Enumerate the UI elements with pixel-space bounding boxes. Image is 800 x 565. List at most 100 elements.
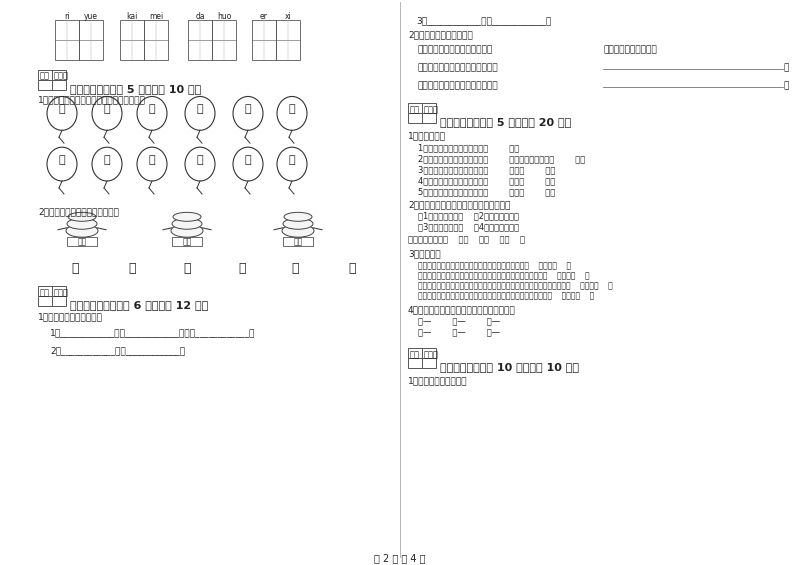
Text: 评卷人: 评卷人 [54,72,69,81]
Text: 枝: 枝 [289,105,295,114]
Text: 2．我会照样子改写句子。: 2．我会照样子改写句子。 [408,30,473,39]
Ellipse shape [137,147,167,181]
Text: 四、连一连（每题 5 分，共计 10 分）: 四、连一连（每题 5 分，共计 10 分） [70,84,202,94]
Text: 3．又大又红相对的词语是又（        ）又（        ）。: 3．又大又红相对的词语是又（ ）又（ ）。 [418,165,555,174]
Text: 有妈妈精精神，只盼月下圆，为大家学习好，有时幸运出乐意，    谜底是（    ）: 有妈妈精精神，只盼月下圆，为大家学习好，有时幸运出乐意， 谜底是（ ） [418,272,590,280]
Text: 。: 。 [783,81,788,90]
Ellipse shape [233,147,263,181]
Ellipse shape [66,224,98,237]
Text: 4．你能写出与下列字词意思相反之词语吗？: 4．你能写出与下列字词意思相反之词语吗？ [408,305,516,314]
Ellipse shape [185,97,215,131]
Text: 2．我会给下面四句诗排列出正确的顺序。: 2．我会给下面四句诗排列出正确的顺序。 [408,200,510,209]
Text: 1．阅读一下，做一做。: 1．阅读一下，做一做。 [408,376,467,385]
Text: 五、补充句子（每题 6 分，共计 12 分）: 五、补充句子（每题 6 分，共计 12 分） [70,301,208,310]
Text: 正确的顺序是：（    ）（    ）（    ）（    ）: 正确的顺序是：（ ）（ ）（ ）（ ） [408,236,525,245]
Text: 田: 田 [149,105,155,114]
Ellipse shape [284,212,312,221]
Text: 。: 。 [783,64,788,73]
Text: 友: 友 [197,155,203,165]
Ellipse shape [233,97,263,131]
Bar [120,20,144,60]
Text: 第 2 页 共 4 页: 第 2 页 共 4 页 [374,553,426,563]
Text: 2．又大又红，写颜色的字是（        ）；写形状的起是（        ）。: 2．又大又红，写颜色的字是（ ）；写形状的起是（ ）。 [418,154,586,163]
Ellipse shape [92,97,122,131]
Text: 四川地震把很多人的生命抢走了。: 四川地震把很多人的生命抢走了。 [418,64,498,73]
Text: 六、综合题（每题 5 分，共计 20 分）: 六、综合题（每题 5 分，共计 20 分） [440,118,571,127]
Text: 5．又大又多相对的词语是又（        ）又（        ）。: 5．又大又多相对的词语是又（ ）又（ ）。 [418,187,555,196]
Ellipse shape [47,97,77,131]
Text: 得分: 得分 [410,350,420,359]
Text: 大水冲走了许多房子。: 大水冲走了许多房子。 [603,46,657,55]
Text: 个: 个 [183,262,190,275]
Text: 松: 松 [58,105,66,114]
Ellipse shape [277,97,307,131]
Ellipse shape [47,147,77,181]
Text: 土: 土 [71,262,78,275]
Text: 哭—        直—        好—: 哭— 直— 好— [418,328,500,337]
Text: 有时挂在天边，有时挂在树梢，有时像个圆圆，有时像条弯月亮，    谜底是（    ）: 有时挂在天边，有时挂在树梢，有时像个圆圆，有时像条弯月亮， 谜底是（ ） [418,292,594,301]
Text: 很多人的生命被四川地震抢走了。: 很多人的生命被四川地震抢走了。 [418,81,498,90]
Text: 2．____________十分____________。: 2．____________十分____________。 [50,346,185,355]
Text: kai: kai [126,12,138,21]
Text: 3．____________常常____________。: 3．____________常常____________。 [416,16,551,25]
Text: 黑: 黑 [197,105,203,114]
Bar [252,20,276,60]
Bar [276,20,300,60]
Ellipse shape [173,212,201,221]
Text: 得分: 得分 [40,72,50,81]
Bar [38,286,66,297]
Text: 三画: 三画 [78,238,86,247]
Text: 蓝: 蓝 [245,105,251,114]
Text: 禾: 禾 [348,262,356,275]
Text: 影: 影 [104,155,110,165]
Text: 乡: 乡 [245,155,251,165]
Text: 2．我会把笔画数相同的连一连。: 2．我会把笔画数相同的连一连。 [38,207,119,216]
Bar [188,20,212,60]
Text: 1．____________那么____________，那么____________。: 1．____________那么____________，那么_________… [50,328,255,337]
Text: 1．哪两个气球可以连在一起，请你连一连。: 1．哪两个气球可以连在一起，请你连一连。 [38,95,146,105]
Text: 4．又大又圆相对的词语是又（        ）又（        ）。: 4．又大又圆相对的词语是又（ ）又（ ）。 [418,176,555,185]
Text: 四川地震抢走了很多人的生命。: 四川地震抢走了很多人的生命。 [418,46,494,55]
Text: 五画: 五画 [294,238,302,247]
Ellipse shape [172,218,202,229]
Text: 1．你知道吗？: 1．你知道吗？ [408,131,446,140]
Text: 朋: 朋 [104,105,110,114]
Text: 评卷人: 评卷人 [54,288,69,297]
Text: 鼠: 鼠 [149,155,155,165]
Text: yue: yue [84,12,98,21]
Text: da: da [195,12,205,21]
Text: 大: 大 [238,262,246,275]
Bar [38,69,66,80]
Text: xi: xi [285,12,291,21]
Ellipse shape [282,224,314,237]
Ellipse shape [68,212,96,221]
Text: 野: 野 [58,155,66,165]
Text: 一间小小亮亮房，南面南背逃逃里面，只要身子转几圈，触碰到那光又失，    谜底是（    ）: 一间小小亮亮房，南面南背逃逃里面，只要身子转几圈，触碰到那光又失， 谜底是（ ） [418,281,613,290]
Bar [67,237,97,246]
Ellipse shape [283,218,313,229]
Bar [38,297,66,306]
Text: er: er [260,12,268,21]
Text: 1．又大又多，写数量的字是（        ）。: 1．又大又多，写数量的字是（ ）。 [418,143,519,152]
Ellipse shape [67,218,97,229]
Bar [283,237,313,246]
Ellipse shape [185,147,215,181]
Bar [408,114,436,123]
Text: 四画: 四画 [182,238,192,247]
Bar [408,103,436,114]
Bar [38,80,66,89]
Text: mei: mei [149,12,163,21]
Text: huo: huo [217,12,231,21]
Text: ri: ri [64,12,70,21]
Ellipse shape [171,224,203,237]
Bar [55,20,79,60]
Text: 评卷人: 评卷人 [424,350,439,359]
Bar [408,358,436,368]
Text: 身体挺长长，一根直肚膛，写字做算术，给我写文章，    谜底是（    ）: 身体挺长长，一根直肚膛，写字做算术，给我写文章， 谜底是（ ） [418,262,571,271]
Text: （1）春去花还在，    （2）近听水无声。: （1）春去花还在， （2）近听水无声。 [418,212,519,221]
Ellipse shape [277,147,307,181]
Text: 3．猜谜语。: 3．猜谜语。 [408,250,441,259]
Bar [172,237,202,246]
Bar [408,348,436,358]
Ellipse shape [137,97,167,131]
